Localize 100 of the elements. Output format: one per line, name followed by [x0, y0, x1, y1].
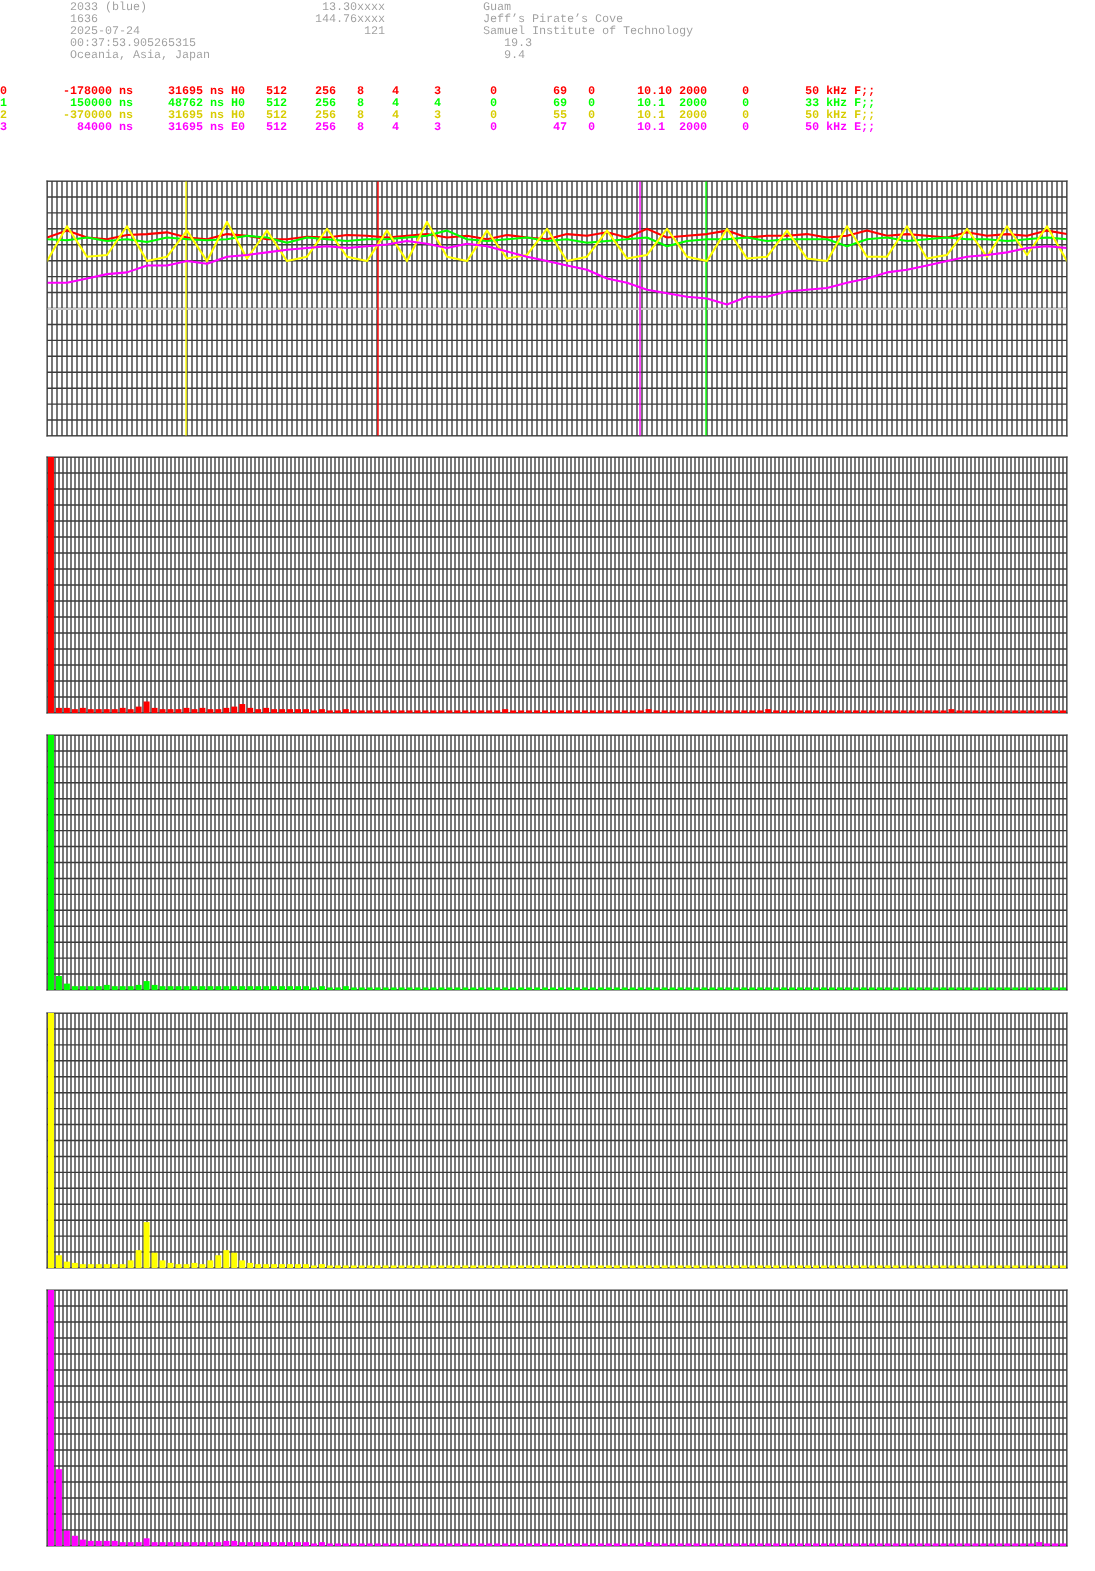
bar — [207, 1542, 214, 1546]
bar — [996, 710, 1003, 713]
bar — [350, 1543, 357, 1546]
bar — [390, 987, 397, 990]
bar — [63, 1261, 70, 1268]
bar — [151, 1252, 158, 1268]
bar — [223, 707, 230, 713]
bar — [231, 986, 238, 990]
bar — [781, 1543, 788, 1546]
bar — [1004, 1265, 1011, 1268]
bar — [183, 707, 190, 713]
bar — [908, 710, 915, 713]
bar — [334, 1543, 341, 1546]
bar — [111, 1540, 118, 1546]
bar — [310, 710, 317, 713]
bar — [725, 1265, 732, 1268]
bar — [741, 1265, 748, 1268]
bar — [271, 986, 278, 990]
bar — [573, 710, 580, 713]
bar — [279, 1264, 286, 1268]
bar — [207, 709, 214, 713]
bar — [988, 987, 995, 990]
bar — [382, 987, 389, 990]
bar — [1028, 1543, 1035, 1546]
bar — [844, 710, 851, 713]
bar — [526, 1265, 533, 1268]
bar — [454, 710, 461, 713]
bar — [597, 1543, 604, 1546]
bar — [1052, 710, 1059, 713]
bar — [773, 710, 780, 713]
bar — [390, 1265, 397, 1268]
bar — [502, 987, 509, 990]
bar — [844, 1265, 851, 1268]
bar — [510, 710, 517, 713]
bar — [255, 986, 262, 990]
bar — [836, 987, 843, 990]
bar — [207, 986, 214, 990]
bar — [980, 1265, 987, 1268]
bar — [63, 707, 70, 713]
bar — [350, 1265, 357, 1268]
bar — [526, 987, 533, 990]
bar — [462, 1543, 469, 1546]
bar — [231, 1540, 238, 1546]
bar — [478, 710, 485, 713]
bar — [287, 986, 294, 990]
bar — [510, 1543, 517, 1546]
bar — [239, 704, 246, 713]
bar — [366, 710, 373, 713]
bar — [127, 709, 134, 713]
bar — [159, 1260, 166, 1268]
bar — [860, 1543, 867, 1546]
bar — [71, 709, 78, 713]
bar — [159, 709, 166, 713]
bar — [964, 710, 971, 713]
bar — [191, 986, 198, 990]
bar — [581, 1265, 588, 1268]
bar — [263, 1542, 270, 1546]
bar — [669, 1543, 676, 1546]
bar — [629, 987, 636, 990]
bar — [526, 710, 533, 713]
bar — [159, 1542, 166, 1546]
bar — [287, 709, 294, 713]
bar — [1028, 1265, 1035, 1268]
bar — [63, 983, 70, 990]
bar — [613, 1543, 620, 1546]
bar — [127, 1542, 134, 1546]
bar — [1060, 1265, 1066, 1268]
text: 3 84000 ns 31695 ns E0 512 256 8 4 3 0 47 0 10.1 2000 0 50 kHz E;; — [0, 121, 873, 133]
bar — [111, 709, 118, 713]
bar — [390, 710, 397, 713]
bar — [693, 1543, 700, 1546]
bar — [223, 1540, 230, 1546]
bar — [852, 1543, 859, 1546]
bar — [884, 1265, 891, 1268]
bar — [366, 987, 373, 990]
bar — [828, 987, 835, 990]
bar — [303, 986, 309, 990]
bar — [271, 709, 278, 713]
bar — [693, 710, 700, 713]
bar — [374, 1543, 381, 1546]
bar — [988, 710, 995, 713]
bar — [406, 710, 413, 713]
bar — [534, 1265, 541, 1268]
bar — [972, 1543, 979, 1546]
bar — [374, 1265, 381, 1268]
bar — [558, 987, 564, 990]
bar — [263, 707, 270, 713]
bar — [629, 710, 636, 713]
bar — [653, 1265, 660, 1268]
bar — [478, 1543, 485, 1546]
bar — [924, 1543, 931, 1546]
bar — [669, 987, 676, 990]
bar — [733, 1265, 740, 1268]
bar — [773, 987, 780, 990]
bar — [876, 1543, 883, 1546]
bar — [127, 986, 134, 990]
bar — [247, 1542, 254, 1546]
bar — [669, 710, 676, 713]
bar — [438, 1265, 445, 1268]
bar — [789, 987, 796, 990]
